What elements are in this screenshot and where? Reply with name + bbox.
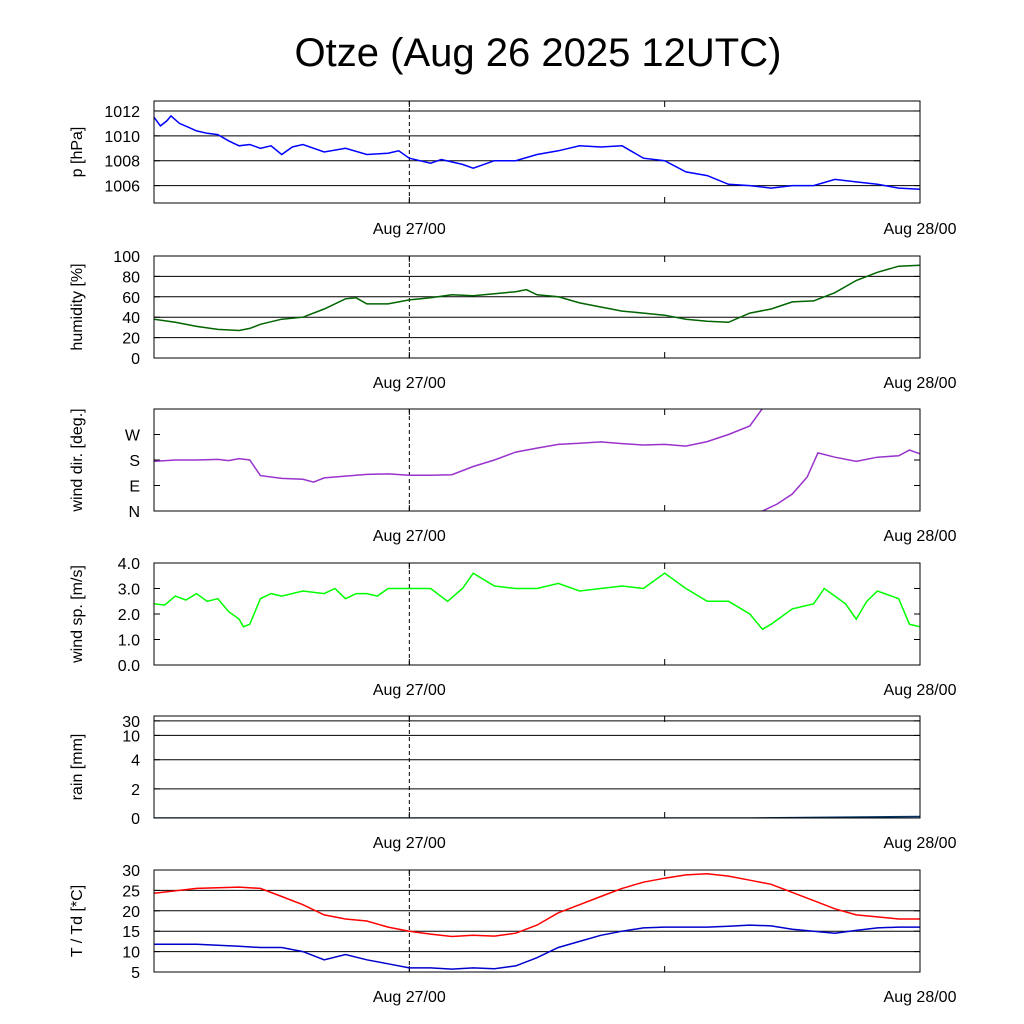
panel-wind_speed: 0.0 1.0 2.0 3.0 4.0 Aug 27/00 Aug 28/00 wind sp… xyxy=(69,556,957,699)
y-tick-label: 1006 xyxy=(104,179,140,196)
y-tick-label: 30 xyxy=(122,863,140,880)
y-tick-label: 5 xyxy=(131,965,140,982)
plot-frame xyxy=(153,562,921,666)
y-axis-label: wind sp. [m/s] xyxy=(69,565,86,664)
series-line-rain xyxy=(154,815,920,818)
y-tick-label: 3.0 xyxy=(118,582,140,599)
y-tick-label: 4.0 xyxy=(118,556,140,573)
y-tick-label: E xyxy=(129,479,140,496)
y-tick-label: 1010 xyxy=(104,129,140,146)
y-tick-label: W xyxy=(125,428,141,445)
y-tick-label: N xyxy=(128,504,140,521)
panel-temperature: 5 10 15 20 25 30 Aug 27/00 Aug 28/00 T / Td [*C] xyxy=(69,863,957,1006)
y-tick-label: 10 xyxy=(122,728,140,745)
x-tick-label: Aug 27/00 xyxy=(373,835,446,852)
y-tick-label: 30 xyxy=(122,714,140,731)
y-tick-label: 25 xyxy=(122,883,140,900)
x-tick-label: Aug 28/00 xyxy=(884,835,957,852)
chart-title: Otze (Aug 26 2025 12UTC) xyxy=(295,31,782,75)
x-tick-label: Aug 28/00 xyxy=(884,682,957,699)
series-line-wind_speed xyxy=(154,572,920,631)
y-tick-label: 0 xyxy=(131,811,140,828)
series-line-humidity xyxy=(154,264,920,332)
x-tick-label: Aug 27/00 xyxy=(373,989,446,1006)
y-tick-label: 2 xyxy=(131,782,140,799)
plot-frame xyxy=(153,408,921,512)
plot-frame xyxy=(153,255,921,359)
y-tick-label: 0 xyxy=(131,351,140,368)
series-line-temperature xyxy=(154,924,920,970)
y-tick-label: 20 xyxy=(122,904,140,921)
y-tick-label: 1.0 xyxy=(118,633,140,650)
plot-frame xyxy=(153,715,921,819)
y-tick-label: 1008 xyxy=(104,154,140,171)
x-tick-label: Aug 27/00 xyxy=(373,221,446,238)
y-tick-label: 1012 xyxy=(104,104,140,121)
y-tick-label: S xyxy=(129,453,140,470)
x-tick-label: Aug 27/00 xyxy=(373,375,446,392)
y-tick-label: 10 xyxy=(122,945,140,962)
plot-frame xyxy=(153,869,921,973)
y-tick-label: 0.0 xyxy=(118,658,140,675)
y-tick-label: 2.0 xyxy=(118,607,140,624)
y-tick-label: 80 xyxy=(122,269,140,286)
y-axis-label: p [hPa] xyxy=(69,127,86,178)
y-tick-label: 60 xyxy=(122,290,140,307)
panel-humidity: 0 20 40 60 80 100 Aug 27/00 Aug 28/00 humidity [… xyxy=(69,249,957,392)
y-tick-label: 20 xyxy=(122,331,140,348)
series-line-wind_dir xyxy=(762,449,920,511)
series-line-pressure xyxy=(154,114,920,191)
plot-frame xyxy=(153,100,921,204)
x-tick-label: Aug 28/00 xyxy=(884,375,957,392)
y-tick-label: 40 xyxy=(122,310,140,327)
x-tick-label: Aug 28/00 xyxy=(884,989,957,1006)
series-line-temperature xyxy=(154,872,920,938)
y-axis-label: rain [mm] xyxy=(69,734,86,801)
x-tick-label: Aug 27/00 xyxy=(373,528,446,545)
y-tick-label: 4 xyxy=(131,753,140,770)
x-tick-label: Aug 27/00 xyxy=(373,682,446,699)
y-axis-label: humidity [%] xyxy=(69,263,86,350)
y-axis-label: wind dir. [deg.] xyxy=(69,408,86,512)
series-line-wind_dir xyxy=(154,409,763,483)
panel-pressure: 1006 1008 1010 1012 Aug 27/00 Aug 28/00 p [hPa… xyxy=(69,100,957,238)
y-tick-label: 15 xyxy=(122,924,140,941)
y-axis-label: T / Td [*C] xyxy=(69,885,86,957)
x-tick-label: Aug 28/00 xyxy=(884,221,957,238)
x-tick-label: Aug 28/00 xyxy=(884,528,957,545)
y-tick-label: 100 xyxy=(113,249,140,266)
